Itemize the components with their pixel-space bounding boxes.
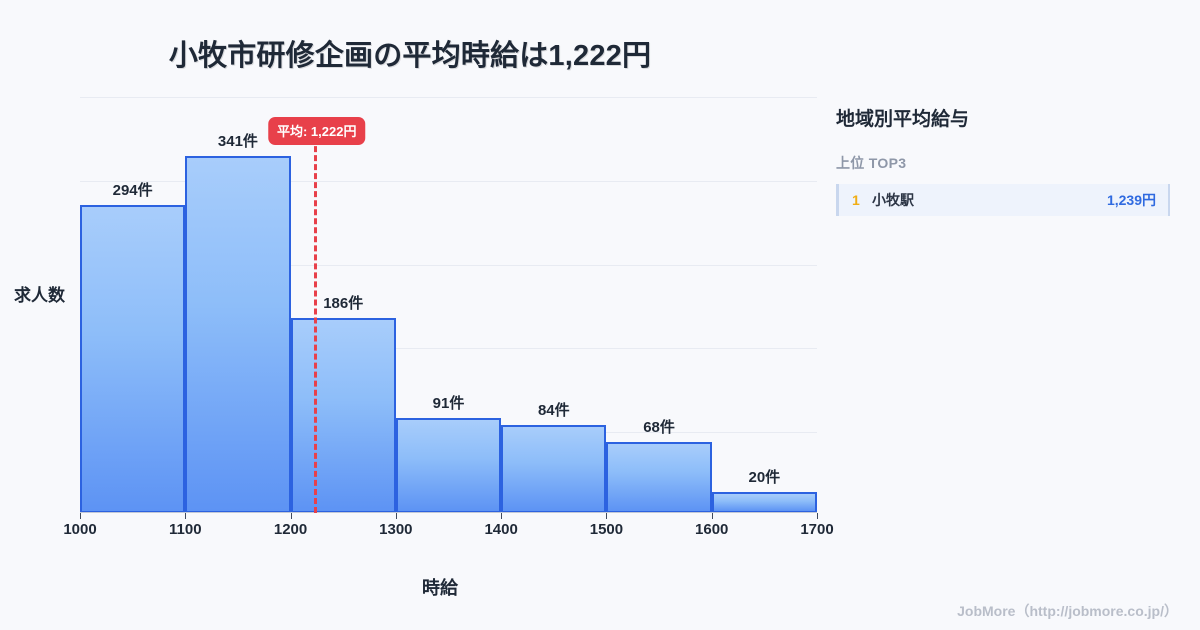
gridline xyxy=(80,181,817,182)
x-tick xyxy=(80,513,81,519)
x-tick-label: 1000 xyxy=(63,521,97,538)
panel-subheading: 上位 TOP3 xyxy=(836,155,907,171)
bar xyxy=(501,424,607,513)
bar-value-label: 294件 xyxy=(112,181,153,199)
bar-value-label: 91件 xyxy=(432,394,465,412)
x-tick-label: 1100 xyxy=(169,521,202,538)
x-tick-label: 1600 xyxy=(695,521,729,538)
panel-heading: 地域別平均給与 xyxy=(836,109,970,130)
bar xyxy=(606,441,712,513)
x-axis-title: 時給 xyxy=(422,578,458,598)
rank-row[interactable]: 1 小牧駅 1,239円 xyxy=(836,184,1170,216)
x-tick xyxy=(711,513,713,519)
x-tick xyxy=(501,513,503,519)
bar-value-label: 84件 xyxy=(537,401,570,419)
x-tick-label: 1300 xyxy=(379,521,413,538)
x-tick-label: 1400 xyxy=(484,521,518,538)
bar-value-label: 341件 xyxy=(217,132,258,150)
x-tick-label: 1200 xyxy=(273,521,308,538)
rank-number: 1 xyxy=(852,192,860,208)
gridline xyxy=(80,265,817,266)
rank-value: 1,239円 xyxy=(1106,192,1156,208)
x-tick xyxy=(606,513,608,519)
gridline xyxy=(80,97,817,98)
x-tick xyxy=(185,513,187,519)
bar xyxy=(290,318,396,513)
page-title: 小牧市研修企画の平均時給は1,222円 xyxy=(168,40,652,72)
x-tick-label: 1700 xyxy=(800,521,834,538)
plot-area: 294件 341件 186件 91件 84件 68件 20件 1000 1100 1200 130… xyxy=(63,97,834,538)
x-axis-line xyxy=(80,512,817,513)
bar xyxy=(711,492,817,513)
rank-list: 1 小牧駅 1,239円 xyxy=(836,184,1176,216)
average-line: 平均: 1,222円 xyxy=(267,117,366,513)
y-axis-title: 求人数 xyxy=(14,286,65,305)
x-tick xyxy=(817,513,818,519)
x-tick xyxy=(290,513,292,519)
bar xyxy=(185,155,291,513)
average-badge: 平均: 1,222円 xyxy=(267,117,366,145)
x-tick xyxy=(395,513,397,519)
bar-value-label: 68件 xyxy=(643,418,675,436)
x-tick-label: 1500 xyxy=(589,521,624,538)
bar-value-label: 20件 xyxy=(748,469,781,487)
bar xyxy=(80,204,186,513)
bar-value-label: 186件 xyxy=(323,295,364,313)
gridline xyxy=(80,348,817,349)
rank-name: 小牧駅 xyxy=(872,192,914,208)
watermark-footer: JobMore（http://jobmore.co.jp/） xyxy=(957,603,1178,619)
bar xyxy=(395,417,502,513)
region-average-panel: 地域別平均給与 上位 TOP3 1 小牧駅 1,239円 xyxy=(836,104,1176,216)
